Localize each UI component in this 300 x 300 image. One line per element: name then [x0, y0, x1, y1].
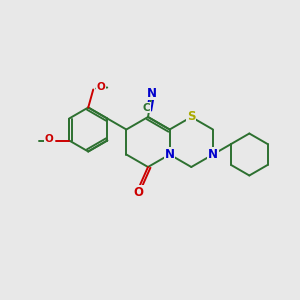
- Text: N: N: [147, 87, 157, 100]
- Text: N: N: [165, 148, 175, 161]
- Text: O: O: [97, 82, 106, 92]
- Text: S: S: [187, 110, 196, 124]
- Text: O: O: [45, 134, 54, 143]
- Text: O: O: [133, 185, 143, 199]
- Text: C: C: [142, 103, 150, 113]
- Text: N: N: [208, 148, 218, 161]
